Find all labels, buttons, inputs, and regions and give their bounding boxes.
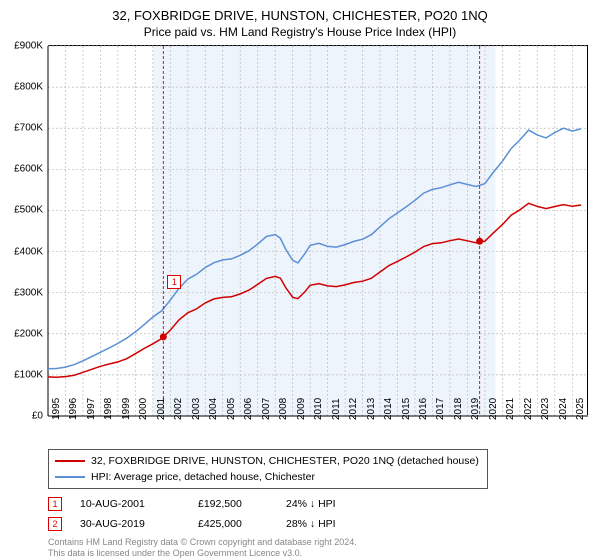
- chart-title: 32, FOXBRIDGE DRIVE, HUNSTON, CHICHESTER…: [12, 8, 588, 23]
- x-tick-label: 2014: [383, 398, 394, 420]
- footer-line-2: This data is licensed under the Open Gov…: [48, 548, 588, 559]
- transaction-pct: 24% ↓ HPI: [286, 498, 386, 510]
- chart-subtitle: Price paid vs. HM Land Registry's House …: [12, 25, 588, 39]
- x-tick-label: 2003: [191, 398, 202, 420]
- chart-svg: [48, 46, 588, 416]
- x-tick-label: 2008: [278, 398, 289, 420]
- y-tick-label: £100K: [14, 369, 43, 380]
- footer-line-1: Contains HM Land Registry data © Crown c…: [48, 537, 588, 548]
- y-tick-label: £600K: [14, 164, 43, 175]
- x-tick-label: 2023: [540, 398, 551, 420]
- title-area: 32, FOXBRIDGE DRIVE, HUNSTON, CHICHESTER…: [12, 8, 588, 39]
- x-tick-label: 2005: [226, 398, 237, 420]
- x-tick-label: 2021: [505, 398, 516, 420]
- transactions-list: 1 10-AUG-2001 £192,500 24% ↓ HPI 2 30-AUG-201…: [48, 497, 588, 531]
- x-tick-label: 2024: [558, 398, 569, 420]
- x-tick-label: 2004: [208, 398, 219, 420]
- y-tick-label: £400K: [14, 246, 43, 257]
- legend-row: HPI: Average price, detached house, Chic…: [55, 469, 481, 485]
- x-tick-label: 1996: [68, 398, 79, 420]
- x-tick-label: 2019: [470, 398, 481, 420]
- transaction-date: 10-AUG-2001: [80, 498, 180, 510]
- x-tick-label: 1999: [121, 398, 132, 420]
- x-tick-label: 2018: [453, 398, 464, 420]
- legend-row: 32, FOXBRIDGE DRIVE, HUNSTON, CHICHESTER…: [55, 453, 481, 469]
- x-tick-label: 1995: [51, 398, 62, 420]
- x-tick-label: 2020: [488, 398, 499, 420]
- x-tick-label: 2010: [313, 398, 324, 420]
- x-tick-label: 2015: [401, 398, 412, 420]
- marker-badge: 1: [167, 275, 181, 289]
- legend-label: 32, FOXBRIDGE DRIVE, HUNSTON, CHICHESTER…: [91, 455, 479, 467]
- x-tick-label: 2007: [261, 398, 272, 420]
- x-tick-label: 2001: [156, 398, 167, 420]
- x-tick-label: 2016: [418, 398, 429, 420]
- y-tick-label: £300K: [14, 287, 43, 298]
- transaction-price: £192,500: [198, 498, 268, 510]
- legend-label: HPI: Average price, detached house, Chic…: [91, 471, 315, 483]
- x-tick-label: 2017: [435, 398, 446, 420]
- transaction-row: 2 30-AUG-2019 £425,000 28% ↓ HPI: [48, 517, 588, 531]
- transaction-badge: 1: [48, 497, 62, 511]
- x-tick-label: 1998: [103, 398, 114, 420]
- transaction-pct: 28% ↓ HPI: [286, 518, 386, 530]
- x-tick-label: 2002: [173, 398, 184, 420]
- x-tick-label: 2022: [523, 398, 534, 420]
- transaction-price: £425,000: [198, 518, 268, 530]
- transaction-row: 1 10-AUG-2001 £192,500 24% ↓ HPI: [48, 497, 588, 511]
- x-tick-label: 2000: [138, 398, 149, 420]
- chart-container: 32, FOXBRIDGE DRIVE, HUNSTON, CHICHESTER…: [0, 0, 600, 560]
- transaction-badge: 2: [48, 517, 62, 531]
- y-tick-label: £200K: [14, 328, 43, 339]
- legend-swatch: [55, 460, 85, 462]
- plot-area: £0£100K£200K£300K£400K£500K£600K£700K£80…: [48, 45, 588, 415]
- x-tick-label: 2011: [331, 398, 342, 420]
- x-tick-label: 2013: [366, 398, 377, 420]
- legend-box: 32, FOXBRIDGE DRIVE, HUNSTON, CHICHESTER…: [48, 449, 488, 489]
- footer-attribution: Contains HM Land Registry data © Crown c…: [48, 537, 588, 560]
- x-tick-label: 2025: [575, 398, 586, 420]
- transaction-date: 30-AUG-2019: [80, 518, 180, 530]
- y-tick-label: £900K: [14, 41, 43, 52]
- legend-swatch: [55, 476, 85, 478]
- y-tick-label: £700K: [14, 123, 43, 134]
- x-tick-label: 2012: [348, 398, 359, 420]
- x-tick-label: 2006: [243, 398, 254, 420]
- x-tick-label: 1997: [86, 398, 97, 420]
- y-tick-label: £800K: [14, 82, 43, 93]
- y-tick-label: £0: [32, 411, 43, 422]
- x-tick-label: 2009: [296, 398, 307, 420]
- y-tick-label: £500K: [14, 205, 43, 216]
